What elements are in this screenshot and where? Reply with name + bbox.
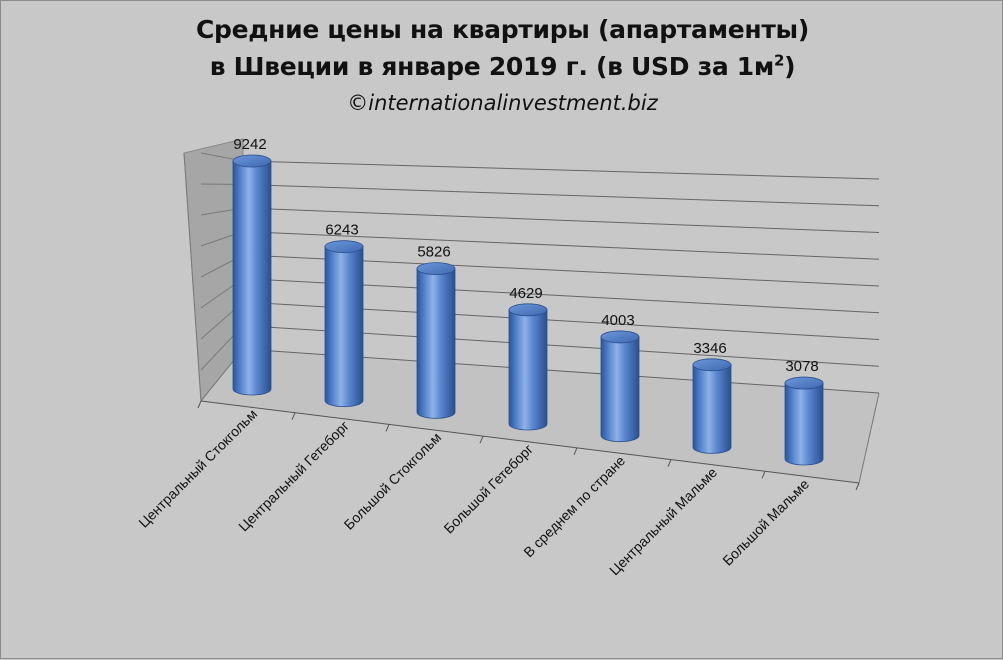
chart-title-line-1: Средние цены на квартиры (апартаменты) [195, 15, 809, 44]
data-label: 3346 [693, 340, 726, 357]
category-label: Центральный Мальме [606, 464, 720, 578]
bar-body [692, 364, 732, 454]
category-label: Большой Гетеборг [440, 441, 536, 537]
x-tick [667, 459, 672, 467]
bar-5 [692, 358, 732, 454]
bar-top [508, 303, 548, 317]
bar-top [784, 376, 824, 390]
bar-4 [600, 330, 640, 443]
chart-title-line-2-end: ) [784, 52, 796, 81]
bar-top [416, 262, 456, 276]
data-label: 5826 [417, 244, 450, 261]
x-tick [479, 435, 484, 444]
bar-3 [508, 303, 548, 431]
gridline [242, 184, 880, 207]
chart-subtitle: ©internationalinvestment.biz [347, 91, 658, 115]
data-label: 6243 [325, 222, 358, 239]
x-tick [761, 471, 766, 479]
bar-top [324, 240, 364, 254]
category-label: Большой Стокгольм [341, 429, 445, 533]
bar-top [232, 154, 272, 168]
data-label: 4003 [601, 312, 634, 329]
chart-bars [232, 154, 824, 466]
gridline [242, 231, 880, 260]
category-label: Центральный Стокгольм [135, 406, 260, 531]
category-label: Центральный Гетеборг [235, 417, 352, 534]
chart-title-superscript: 2 [774, 51, 785, 70]
chart-data-labels: 9242 6243 5826 4629 4003 3346 3078 [233, 136, 818, 375]
bar-top [692, 358, 732, 372]
bar-2 [416, 262, 456, 419]
gridline [242, 160, 880, 180]
bar-body [784, 382, 824, 466]
category-label: В среднем по стране [520, 452, 628, 560]
bar-0 [232, 154, 272, 396]
side-wall-edge [183, 152, 202, 402]
bar-body [232, 160, 272, 396]
bar-body [416, 268, 456, 419]
chart-title-line-2-text: в Швеции в январе 2019 г. (в USD за 1м [209, 52, 775, 81]
x-tick [573, 447, 578, 456]
bar-body [508, 309, 548, 431]
data-label: 9242 [233, 136, 266, 153]
x-tick [855, 482, 860, 491]
x-tick [291, 412, 296, 420]
x-tick [197, 400, 202, 409]
data-label: 3078 [785, 358, 818, 375]
floor-front-edge [200, 400, 860, 484]
data-label: 4629 [509, 285, 542, 302]
chart-title-line-2: в Швеции в январе 2019 г. (в USD за 1м2) [1, 52, 1003, 81]
bar-6 [784, 376, 824, 466]
gridline [242, 207, 880, 233]
x-tick [385, 424, 390, 432]
bar-top [600, 330, 640, 344]
bar-body [324, 246, 364, 408]
floor-right-edge [858, 392, 880, 484]
bar-1 [324, 240, 364, 408]
category-label: Большой Мальме [719, 476, 812, 569]
bar-body [600, 336, 640, 443]
